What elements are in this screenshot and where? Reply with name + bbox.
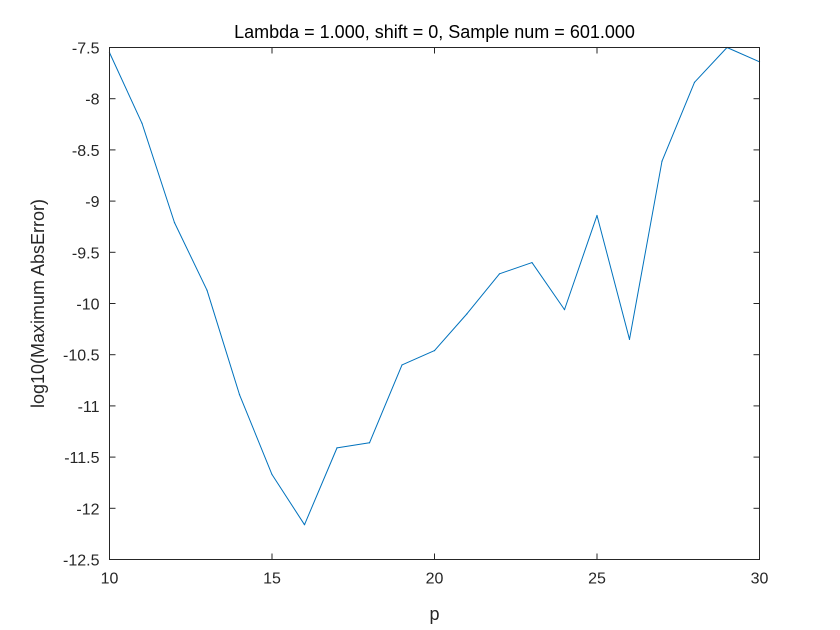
plot-area [109,47,760,560]
y-tick-label: -8 [85,92,99,109]
y-tick-label: -7.5 [72,41,100,58]
data-point [238,394,241,396]
data-point [693,81,696,83]
data-point [563,309,566,311]
y-axis-label: log10(Maximum AbsError) [28,199,48,408]
data-point [368,442,371,444]
data-point [498,273,501,275]
data-point [628,338,631,340]
x-tick-label: 25 [588,571,606,588]
y-tick-label: -11 [78,399,100,416]
chart-title: Lambda = 1.000, shift = 0, Sample num = … [234,22,635,42]
data-point [661,160,663,162]
y-tick-label: -12.5 [63,553,100,570]
data-point [271,473,273,476]
y-tick-label: -9.5 [72,245,100,262]
data-point [141,122,143,124]
data-point [206,289,208,291]
x-axis-label: p [429,604,439,624]
y-tick-label: -12 [76,501,99,518]
x-tick-label: 20 [426,571,444,588]
x-tick-label: 10 [101,571,119,588]
data-point [531,261,533,264]
x-tick-label: 15 [263,571,281,588]
y-tick-label: -11.5 [64,450,99,467]
y-tick-label: -9 [85,194,99,211]
y-axis: -7.5 -8 -8.5 -9 -9.5 -10 -10.5 -11 -11.5 -12 -12.5 [63,41,760,570]
y-tick-label: -8.5 [72,143,100,160]
data-point [303,524,306,526]
x-tick-label: 30 [751,571,769,588]
y-tick-label: -10 [76,297,99,314]
data-point [173,222,176,224]
data-point [596,214,598,217]
data-point [401,364,403,366]
data-point [466,313,468,315]
data-point [433,350,436,352]
x-axis: 10 15 20 25 30 [101,47,769,588]
data-point [336,447,338,449]
y-tick-label: -10.5 [63,348,100,365]
